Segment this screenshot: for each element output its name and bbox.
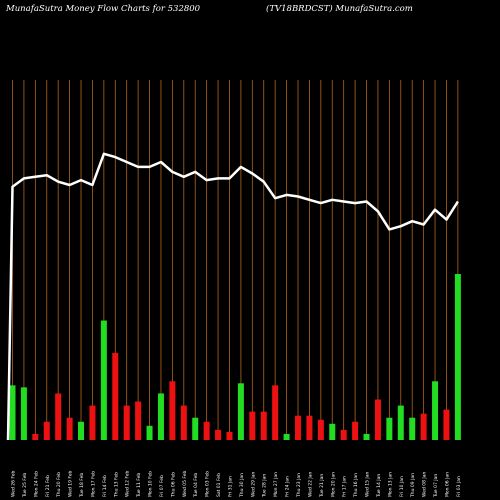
- volume-bar: [123, 405, 130, 440]
- x-tick-label: Fri 03 Jan: [456, 476, 462, 497]
- volume-bar: [66, 417, 73, 440]
- x-tick-label: Thu 06 Feb: [170, 472, 176, 498]
- x-tick-label: Wed 26 Feb: [11, 470, 17, 497]
- x-tick-label: Mon 17 Feb: [90, 471, 96, 497]
- x-tick-label: Wed 22 Jan: [307, 472, 313, 497]
- volume-bar: [203, 421, 210, 440]
- volume-bar: [352, 421, 359, 440]
- volume-bar: [454, 274, 461, 440]
- volume-bar: [112, 352, 119, 440]
- volume-bar: [295, 415, 301, 440]
- x-tick-label: Wed 05 Feb: [182, 470, 188, 497]
- x-tick-label: Mon 06 Jan: [444, 472, 450, 497]
- x-tick-label: Tue 11 Feb: [136, 473, 142, 498]
- volume-bar: [340, 429, 347, 440]
- volume-bar: [260, 411, 267, 440]
- volume-bar: [20, 387, 27, 440]
- x-tick-label: Thu 23 Jan: [296, 473, 302, 498]
- x-axis-labels: Wed 26 Feb Tue 25 Feb Mon 24 Feb Fri 21 Feb…: [11, 470, 462, 498]
- volume-bar: [43, 421, 50, 440]
- x-tick-label: Mon 27 Jan: [273, 472, 279, 497]
- volume-bar: [100, 320, 107, 440]
- volume-bar: [420, 413, 427, 440]
- volume-bar: [226, 431, 233, 440]
- volume-bar: [135, 401, 142, 440]
- x-tick-label: Thu 16 Jan: [353, 473, 359, 498]
- x-tick-label: Wed 29 Jan: [250, 472, 256, 497]
- x-tick-label: Fri 07 Feb: [159, 475, 165, 497]
- x-tick-label: Mon 03 Feb: [205, 471, 211, 497]
- x-tick-label: Thu 30 Jan: [239, 473, 245, 498]
- volume-bar: [283, 433, 290, 440]
- x-tick-label: Tue 07 Jan: [433, 474, 439, 498]
- x-tick-label: Tue 04 Feb: [193, 473, 199, 498]
- x-tick-label: Tue 14 Jan: [376, 474, 382, 498]
- volume-bar: [157, 393, 164, 440]
- volume-bar: [386, 417, 393, 440]
- volume-bar: [329, 423, 336, 440]
- x-tick-label: Wed 19 Feb: [68, 470, 74, 497]
- volume-bar: [317, 419, 324, 440]
- volume-bar: [55, 393, 62, 440]
- volume-bar: [169, 381, 176, 440]
- volume-bar: [443, 409, 450, 440]
- volume-bar: [397, 405, 404, 440]
- x-tick-label: Tue 28 Jan: [262, 474, 268, 498]
- price-line-layer: [6, 152, 459, 441]
- x-tick-label: Wed 12 Feb: [125, 470, 131, 497]
- x-tick-label: Fri 10 Jan: [399, 476, 405, 497]
- volume-bar: [306, 415, 313, 440]
- x-tick-label: Mon 24 Feb: [33, 471, 39, 497]
- x-tick-label: Mon 10 Feb: [148, 471, 154, 497]
- x-tick-label: Fri 21 Feb: [45, 475, 51, 497]
- volume-bar: [249, 411, 256, 440]
- volume-bar: [363, 433, 370, 440]
- chart-title-right: (TV18BRDCST) MunafaSutra.com: [266, 4, 413, 14]
- x-tick-label: Thu 09 Jan: [410, 473, 416, 498]
- x-tick-label: Tue 18 Feb: [79, 473, 85, 498]
- volume-bars: [9, 274, 461, 440]
- x-tick-label: Fri 14 Feb: [102, 475, 108, 497]
- x-tick-label: Thu 13 Feb: [113, 472, 119, 498]
- price-line: [6, 152, 459, 441]
- volume-bar: [272, 385, 279, 440]
- volume-bar: [192, 417, 199, 440]
- x-tick-label: Fri 24 Jan: [285, 476, 291, 497]
- volume-bar: [78, 421, 85, 440]
- volume-bar: [374, 399, 381, 440]
- volume-bar: [146, 425, 153, 440]
- volume-bar: [237, 383, 244, 440]
- x-tick-label: Fri 31 Jan: [227, 476, 233, 497]
- volume-bar: [32, 433, 39, 440]
- x-tick-label: Mon 13 Jan: [387, 472, 393, 497]
- volume-bar: [89, 405, 96, 440]
- x-tick-label: Sat 01 Feb: [216, 473, 222, 497]
- x-tick-label: Wed 08 Jan: [422, 472, 428, 497]
- grid-lines: [12, 80, 459, 440]
- volume-bar: [180, 405, 187, 440]
- chart-title-left: MunafaSutra Money Flow Charts for 532800: [6, 4, 201, 14]
- x-tick-label: Tue 21 Jan: [319, 474, 325, 498]
- x-tick-label: Fri 17 Jan: [342, 476, 348, 497]
- volume-bar: [409, 417, 416, 440]
- volume-bar: [215, 429, 222, 440]
- volume-bar: [432, 381, 439, 440]
- x-tick-label: Wed 15 Jan: [365, 472, 371, 497]
- x-tick-label: Mon 20 Jan: [330, 472, 336, 497]
- volume-bar: [9, 385, 16, 440]
- x-tick-label: Thu 20 Feb: [56, 472, 62, 498]
- x-tick-label: Tue 25 Feb: [22, 473, 28, 498]
